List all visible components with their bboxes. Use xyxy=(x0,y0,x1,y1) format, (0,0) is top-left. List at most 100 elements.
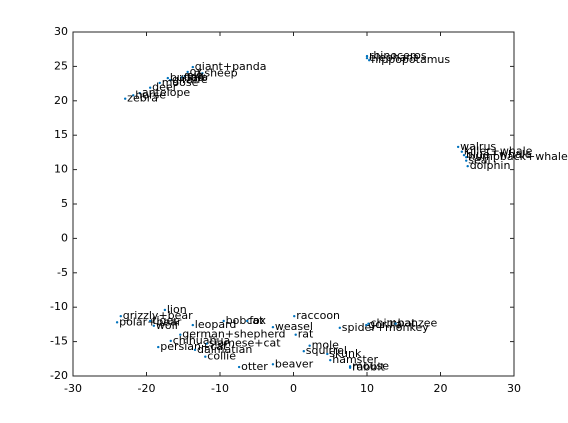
y-tick-label: 10 xyxy=(54,163,68,176)
point xyxy=(169,339,172,343)
point-label: lion xyxy=(167,303,187,316)
x-tick-label: -30 xyxy=(64,382,82,395)
point-label: pig xyxy=(187,69,204,82)
point-label: mole xyxy=(312,339,340,352)
point-label: giant+panda xyxy=(195,60,267,73)
point-label: bobcat xyxy=(226,314,264,327)
point-label: seal xyxy=(468,154,490,167)
point xyxy=(119,314,122,318)
point xyxy=(201,72,204,75)
point-label: dalmatian xyxy=(197,343,252,356)
point-label: chimpanzee xyxy=(370,317,437,330)
point xyxy=(460,150,464,153)
point xyxy=(348,365,352,368)
x-tick-label: 0 xyxy=(290,382,297,395)
point xyxy=(365,323,368,327)
y-tick-label: 0 xyxy=(61,231,68,244)
x-tick-label: -20 xyxy=(138,382,156,395)
point-label: killer+whale xyxy=(464,145,533,158)
point-label: bat xyxy=(398,317,417,330)
point xyxy=(191,65,195,69)
point xyxy=(237,365,241,369)
point xyxy=(465,156,468,159)
point xyxy=(138,92,142,95)
x-tick-label: 20 xyxy=(434,382,448,395)
point-label: dolphin xyxy=(470,159,511,172)
point xyxy=(186,70,189,74)
point-label: gorilla xyxy=(368,318,402,331)
point xyxy=(158,81,161,85)
point xyxy=(302,350,305,353)
point-label: horse xyxy=(135,88,166,101)
point-label: wolf xyxy=(156,319,180,332)
point xyxy=(465,159,468,162)
point xyxy=(191,323,195,327)
point-label: giraffe xyxy=(172,73,208,86)
point-label: rat xyxy=(298,328,314,341)
point xyxy=(204,355,207,358)
point-label: blue+whale xyxy=(466,148,532,161)
point-label: fox xyxy=(249,314,266,327)
point xyxy=(193,348,197,352)
point-label: german+shepherd xyxy=(182,328,285,341)
point-label: rabbit xyxy=(352,361,385,374)
point xyxy=(245,319,249,323)
x-tick-label: -10 xyxy=(211,382,229,395)
point xyxy=(179,333,182,336)
y-tick-label: 20 xyxy=(54,94,68,107)
point xyxy=(168,78,172,82)
point-label: weasel xyxy=(275,320,313,333)
point xyxy=(308,344,311,347)
point-label: antelope xyxy=(142,86,191,99)
point xyxy=(294,333,297,336)
point xyxy=(222,319,225,323)
point xyxy=(329,358,332,362)
point-label: zebra xyxy=(127,92,158,105)
point-label: otter xyxy=(241,360,268,373)
point-label: elephant xyxy=(369,51,418,64)
x-tick-label: 30 xyxy=(507,382,521,395)
point xyxy=(293,314,296,318)
point-label: siamese+cat xyxy=(209,337,282,350)
y-tick-label: -20 xyxy=(50,369,68,382)
point xyxy=(326,352,329,356)
point-label: moose xyxy=(162,76,199,89)
y-tick-label: 30 xyxy=(54,25,68,38)
point-label: hippopotamus xyxy=(371,53,450,66)
point-label: walrus xyxy=(460,140,496,153)
point-label: hamster xyxy=(332,353,378,366)
point xyxy=(183,74,186,78)
point xyxy=(394,322,397,325)
point xyxy=(456,145,460,149)
point xyxy=(123,97,127,100)
point xyxy=(132,94,135,97)
point xyxy=(180,76,183,79)
point-label: mouse xyxy=(352,359,389,372)
point xyxy=(367,322,370,325)
y-tick-label: -5 xyxy=(57,266,68,279)
point-label: chihuahua xyxy=(173,334,230,347)
point-label: beaver xyxy=(275,357,314,370)
point xyxy=(365,54,369,58)
point xyxy=(271,363,275,366)
point-label: rhinoceros xyxy=(369,49,427,62)
point xyxy=(152,324,156,327)
point xyxy=(368,59,371,62)
y-tick-label: 15 xyxy=(54,128,68,141)
point xyxy=(271,325,275,329)
point xyxy=(338,326,342,330)
point-label: humpback+whale xyxy=(468,150,568,163)
point-label: squirrel xyxy=(306,344,347,357)
point xyxy=(115,321,119,324)
point-label: raccoon xyxy=(296,309,340,322)
point-label: leopard xyxy=(195,318,237,331)
point-label: cow xyxy=(184,70,206,83)
point xyxy=(462,153,466,157)
point xyxy=(365,56,369,60)
point xyxy=(148,86,152,89)
x-tick-label: 10 xyxy=(360,382,374,395)
point-label: tiger xyxy=(152,314,178,327)
y-tick-label: -15 xyxy=(50,335,68,348)
point xyxy=(166,76,170,80)
